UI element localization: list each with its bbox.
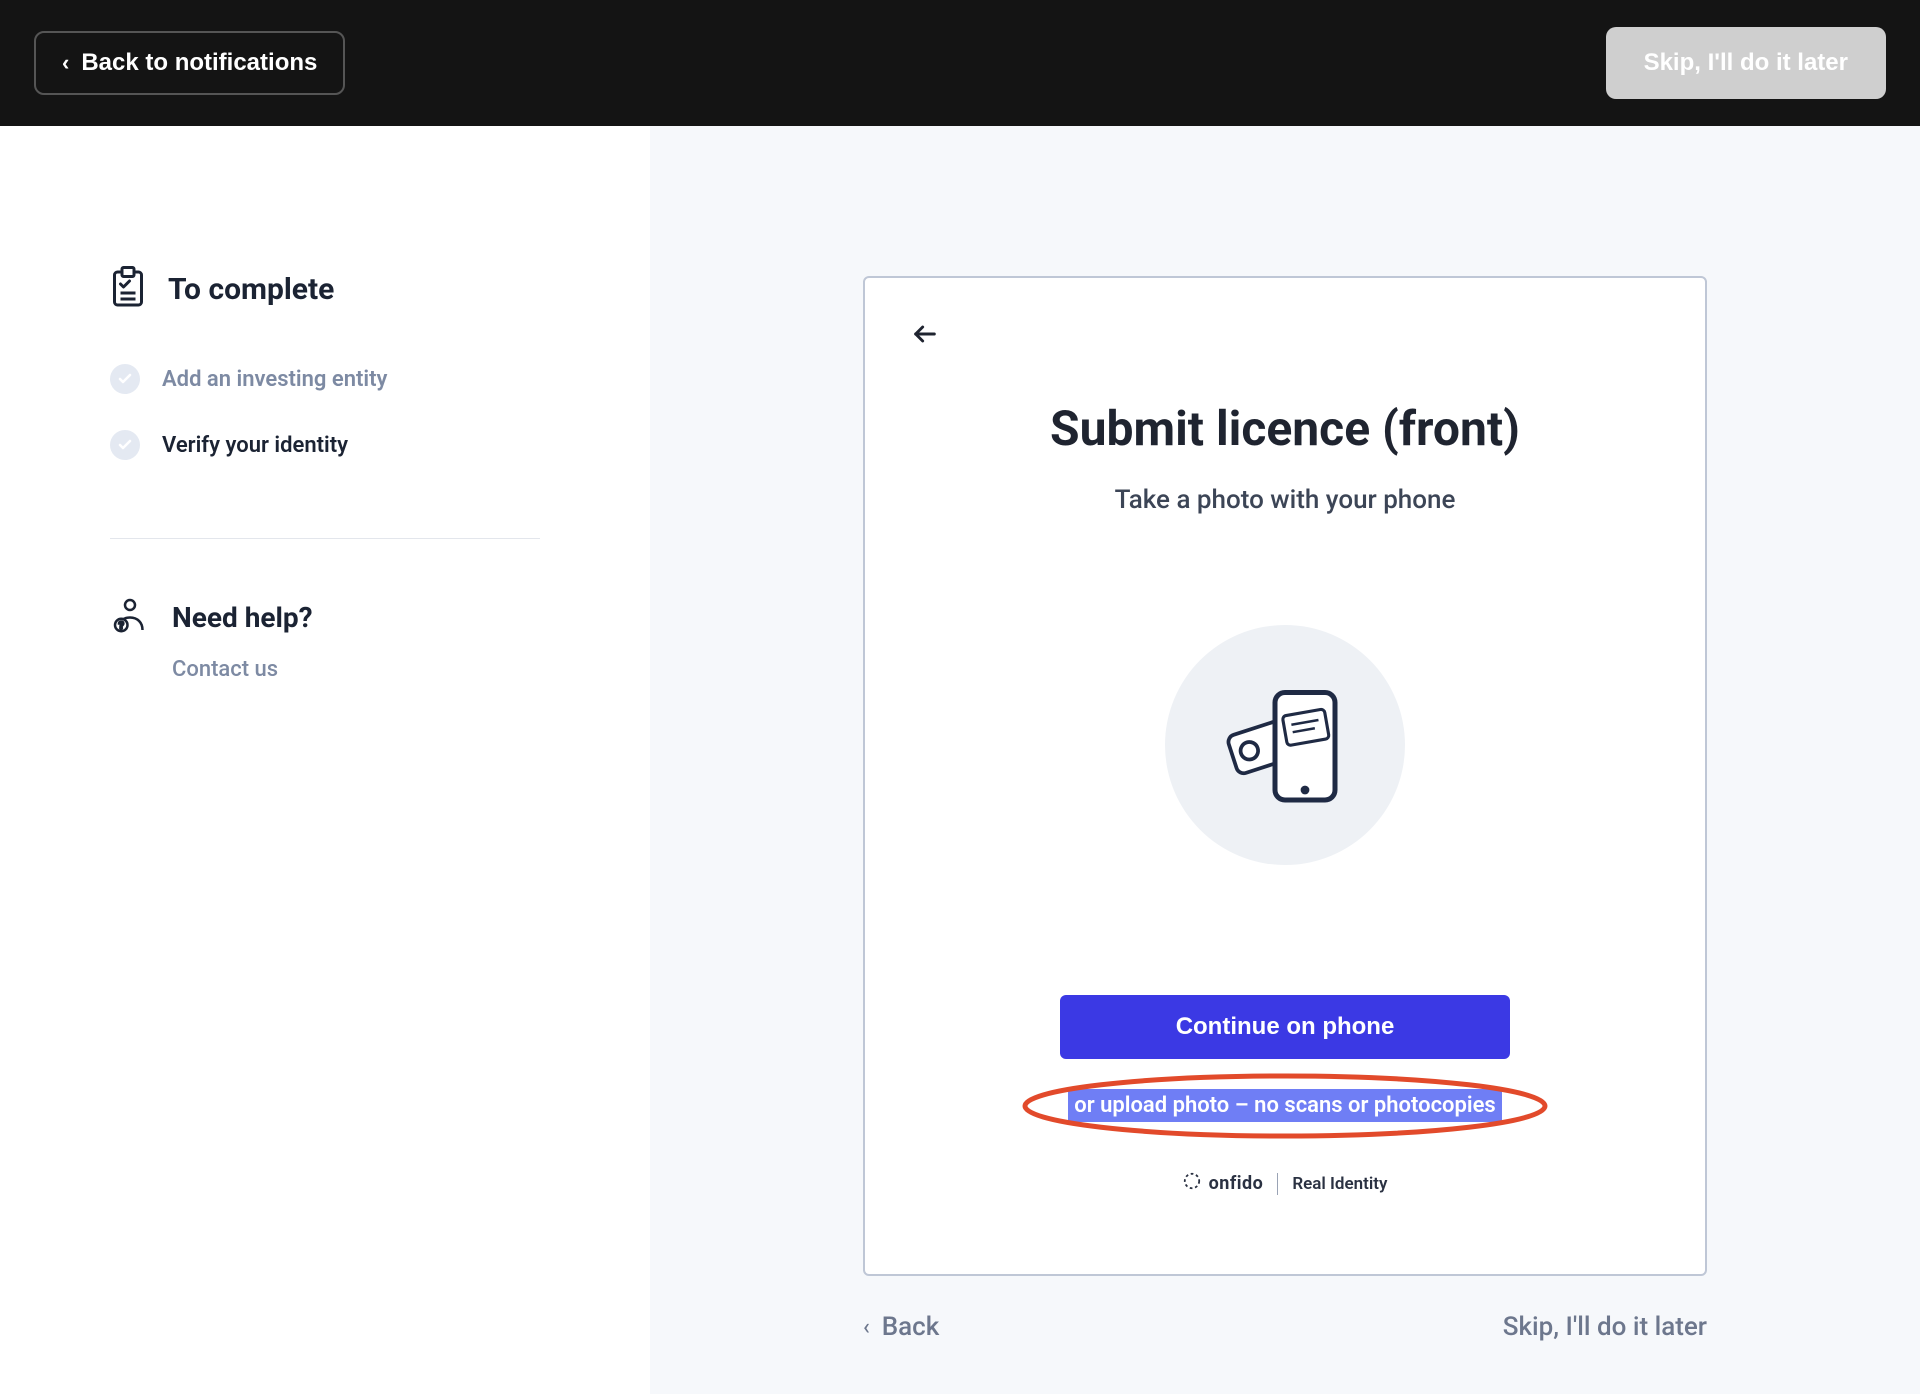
- brand-separator: [1277, 1173, 1278, 1195]
- sidebar-item-label: Verify your identity: [162, 433, 348, 458]
- skip-top-label: Skip, I'll do it later: [1644, 49, 1848, 76]
- sidebar-item-label: Add an investing entity: [162, 367, 387, 392]
- card-subtitle: Take a photo with your phone: [1115, 485, 1456, 515]
- svg-text:?: ?: [119, 621, 124, 632]
- bottom-back-button[interactable]: ‹ Back: [863, 1312, 939, 1342]
- sidebar-item-add-entity[interactable]: Add an investing entity: [110, 346, 540, 412]
- to-complete-header: To complete: [110, 266, 540, 312]
- phone-illustration: [1165, 625, 1405, 865]
- bottom-skip-button[interactable]: Skip, I'll do it later: [1503, 1312, 1707, 1342]
- need-help-section: ? Need help? Contact us: [110, 595, 540, 682]
- chevron-left-icon: ‹: [62, 50, 69, 76]
- bottom-skip-label: Skip, I'll do it later: [1503, 1312, 1707, 1342]
- brand-footer: onfido Real Identity: [1183, 1172, 1388, 1195]
- back-to-notifications-button[interactable]: ‹ Back to notifications: [34, 31, 345, 95]
- chevron-left-icon: ‹: [863, 1315, 870, 1340]
- body: To complete Add an investing entity Veri…: [0, 126, 1920, 1394]
- verification-card: Submit licence (front) Take a photo with…: [863, 276, 1707, 1276]
- upload-link-wrap: or upload photo – no scans or photocopie…: [1068, 1089, 1501, 1122]
- brand-tagline: Real Identity: [1292, 1174, 1387, 1194]
- to-complete-title: To complete: [168, 272, 334, 307]
- need-help-title: Need help?: [172, 601, 313, 634]
- top-bar: ‹ Back to notifications Skip, I'll do it…: [0, 0, 1920, 126]
- checklist-icon: [110, 266, 146, 312]
- bottom-nav: ‹ Back Skip, I'll do it later: [863, 1312, 1707, 1342]
- main-area: Submit licence (front) Take a photo with…: [650, 126, 1920, 1394]
- continue-on-phone-button[interactable]: Continue on phone: [1060, 995, 1510, 1059]
- contact-us-link[interactable]: Contact us: [110, 657, 540, 682]
- continue-on-phone-label: Continue on phone: [1176, 1013, 1395, 1040]
- check-circle-icon: [110, 430, 140, 460]
- need-help-header: ? Need help?: [110, 595, 540, 639]
- card-back-button[interactable]: [909, 318, 941, 350]
- skip-top-button[interactable]: Skip, I'll do it later: [1606, 27, 1886, 99]
- help-person-icon: ?: [110, 595, 150, 639]
- phone-id-icon: [1210, 670, 1360, 820]
- upload-photo-label: or upload photo – no scans or photocopie…: [1074, 1093, 1495, 1118]
- upload-photo-link[interactable]: or upload photo – no scans or photocopie…: [1068, 1089, 1501, 1122]
- onfido-logo-icon: [1183, 1172, 1201, 1195]
- sidebar-item-verify-identity[interactable]: Verify your identity: [110, 412, 540, 478]
- sidebar: To complete Add an investing entity Veri…: [0, 126, 650, 1394]
- bottom-back-label: Back: [882, 1312, 940, 1342]
- card-title: Submit licence (front): [1050, 400, 1520, 457]
- to-complete-section: To complete Add an investing entity Veri…: [110, 266, 540, 478]
- onfido-brand-label: onfido: [1209, 1173, 1264, 1194]
- check-circle-icon: [110, 364, 140, 394]
- back-to-notifications-label: Back to notifications: [81, 49, 317, 77]
- onfido-brand: onfido: [1183, 1172, 1264, 1195]
- contact-us-label: Contact us: [172, 657, 278, 682]
- sidebar-divider: [110, 538, 540, 539]
